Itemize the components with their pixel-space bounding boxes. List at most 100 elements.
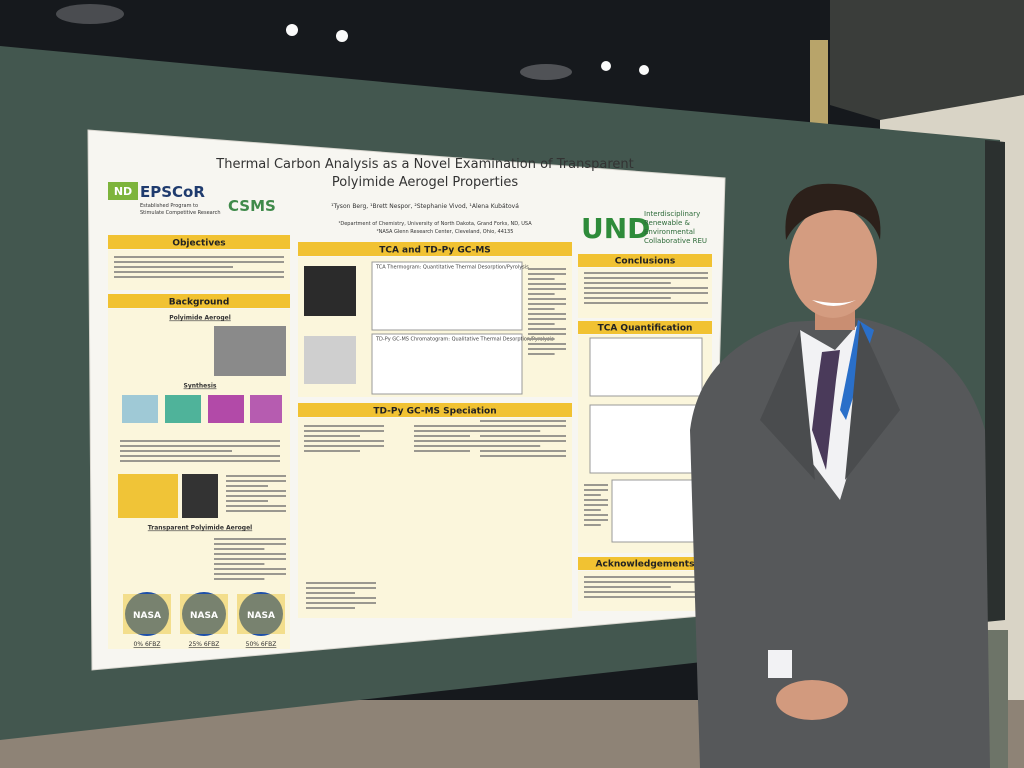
text-line: [528, 333, 566, 335]
poster-content: Thermal Carbon Analysis as a Novel Exami…: [108, 157, 712, 649]
text-line: [114, 276, 284, 278]
section-title: Acknowledgements: [596, 560, 695, 570]
synthesis-image: [250, 395, 282, 423]
back-wall: [830, 0, 1024, 120]
text-line: [480, 435, 566, 437]
text-line: [584, 499, 608, 501]
text-line: [528, 328, 566, 330]
poster-affiliation: ¹Department of Chemistry, University of …: [338, 221, 532, 227]
ceiling-fixture: [520, 64, 572, 80]
text-line: [114, 256, 284, 258]
text-line: [584, 484, 608, 486]
suit-jacket: [690, 318, 990, 768]
sample-tint: [237, 594, 285, 634]
sample-label: 0% 6FBZ: [134, 641, 161, 648]
subsection-title: Transparent Polyimide Aerogel: [148, 525, 252, 532]
text-line: [114, 261, 284, 263]
sem-image: [214, 326, 286, 376]
ceiling-light: [336, 30, 348, 42]
nasa-logo: [239, 592, 283, 636]
quantification-chart: [589, 337, 703, 397]
text-line: [304, 430, 384, 432]
text-line: [584, 519, 608, 521]
text-line: [584, 302, 708, 304]
text-line: [584, 581, 708, 583]
text-line: [528, 273, 566, 275]
sample-label: 50% 6FBZ: [246, 641, 277, 648]
reu-text: Renewable &: [644, 219, 691, 227]
text-line: [528, 278, 555, 280]
text-line: [584, 586, 671, 588]
poster-affiliation: ²NASA Glenn Research Center, Cleveland, …: [377, 229, 514, 235]
text-line: [528, 308, 555, 310]
text-line: [480, 430, 541, 432]
text-line: [584, 277, 708, 279]
text-line: [584, 504, 608, 506]
ceiling-fixture: [56, 4, 124, 24]
smile: [812, 300, 856, 306]
epscor-logo: EPSCoR: [140, 183, 205, 201]
reu-text: Interdisciplinary: [644, 210, 700, 218]
shirt-cuff: [768, 650, 792, 678]
text-line: [584, 287, 708, 289]
text-line: [306, 602, 376, 604]
text-line: [480, 450, 566, 452]
pillar: [810, 40, 828, 130]
tire-photo: [182, 474, 218, 518]
text-line: [584, 524, 601, 526]
text-line: [226, 510, 286, 512]
text-line: [214, 543, 286, 545]
nasa-text: NASA: [247, 611, 275, 621]
text-line: [306, 592, 355, 594]
nasa-logo: [125, 592, 169, 636]
text-line: [120, 445, 280, 447]
text-line: [306, 582, 376, 584]
text-line: [414, 440, 494, 442]
text-line: [214, 548, 265, 550]
chart-title: TCA Thermogram: Quantitative Thermal Des…: [375, 265, 529, 271]
hair: [785, 183, 881, 240]
text-line: [528, 293, 555, 295]
text-line: [584, 514, 608, 516]
poster-title: Polyimide Aerogel Properties: [332, 175, 518, 190]
text-line: [414, 450, 470, 452]
section-header: [578, 321, 712, 334]
text-line: [226, 495, 286, 497]
text-line: [414, 435, 470, 437]
nd-logo-box: [108, 182, 138, 200]
body-text: [114, 256, 708, 609]
text-line: [584, 272, 708, 274]
text-line: [528, 288, 566, 290]
text-line: [528, 318, 566, 320]
text-line: [120, 440, 280, 442]
epscor-caption: Stimulate Competitive Research: [140, 210, 221, 216]
sample-tint: [123, 594, 171, 634]
nasa-logos: NASA 0% 6FBZ NASA 25% 6FBZ NASA 50% 6FBZ: [123, 592, 285, 648]
poster-authors: ¹Tyson Berg, ¹Brett Nespor, ²Stephanie V…: [331, 203, 519, 210]
text-line: [226, 490, 286, 492]
thermogram-chart: [371, 261, 523, 331]
poster-title: Thermal Carbon Analysis as a Novel Exami…: [215, 157, 633, 172]
ceiling-light: [639, 65, 649, 75]
text-line: [480, 440, 566, 442]
section-title: TCA Quantification: [598, 324, 693, 334]
instrument-photo: [304, 266, 356, 316]
text-line: [480, 420, 566, 422]
text-line: [414, 445, 494, 447]
text-line: [226, 485, 268, 487]
chart-title: TD-Py GC-MS Chromatogram: Qualitative Th…: [375, 337, 554, 343]
aerogel-photo: [118, 474, 178, 518]
epscor-caption: Established Program to: [140, 203, 198, 209]
text-line: [528, 353, 555, 355]
csms-logo: CSMS: [228, 197, 276, 215]
board-edge: [985, 140, 1005, 622]
text-line: [120, 450, 232, 452]
ceiling-light: [286, 24, 298, 36]
text-line: [306, 597, 376, 599]
text-line: [584, 292, 708, 294]
text-line: [528, 338, 555, 340]
section-title: TCA and TD-Py GC-MS: [379, 246, 491, 256]
text-line: [306, 607, 355, 609]
text-line: [304, 435, 360, 437]
text-line: [480, 445, 541, 447]
